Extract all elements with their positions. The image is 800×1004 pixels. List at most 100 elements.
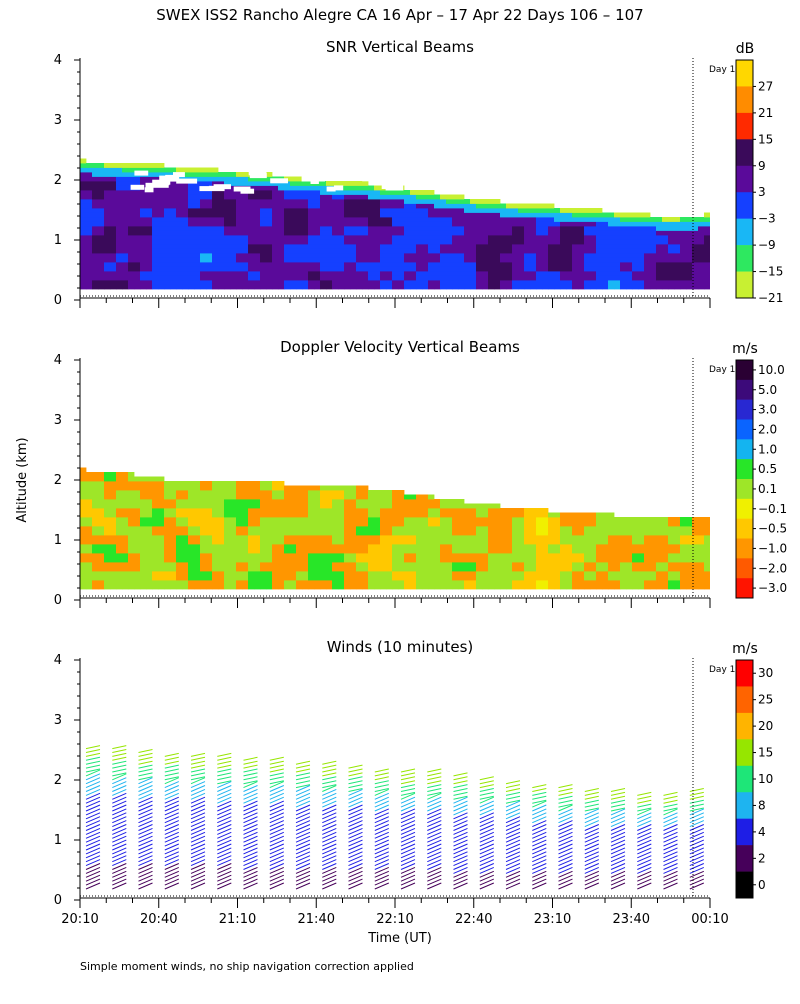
heat-cell bbox=[104, 477, 110, 482]
heat-cell bbox=[140, 526, 146, 531]
heat-cell bbox=[320, 585, 326, 590]
heat-cell bbox=[632, 567, 638, 572]
heat-cell bbox=[650, 535, 656, 540]
heat-cell bbox=[224, 267, 230, 272]
heat-cell bbox=[494, 285, 500, 290]
heat-cell bbox=[116, 231, 122, 236]
heat-cell bbox=[80, 580, 86, 585]
heat-cell bbox=[632, 517, 638, 522]
heat-cell bbox=[494, 580, 500, 585]
heat-cell bbox=[272, 540, 278, 545]
heat-cell bbox=[266, 508, 272, 513]
heat-cell bbox=[488, 226, 494, 231]
heat-cell bbox=[224, 558, 230, 563]
heat-cell bbox=[566, 271, 572, 276]
heat-cell bbox=[584, 271, 590, 276]
heat-cell bbox=[578, 240, 584, 245]
heat-cell bbox=[344, 567, 350, 572]
heat-cell bbox=[608, 540, 614, 545]
wind-barb bbox=[112, 769, 126, 772]
heat-cell bbox=[110, 276, 116, 281]
heat-cell bbox=[650, 249, 656, 254]
heat-cell bbox=[644, 285, 650, 290]
heat-cell bbox=[656, 285, 662, 290]
heat-cell bbox=[344, 222, 350, 227]
heat-cell bbox=[662, 240, 668, 245]
heat-cell bbox=[386, 226, 392, 231]
heat-cell bbox=[596, 526, 602, 531]
heat-cell bbox=[254, 262, 260, 267]
heat-cell bbox=[482, 531, 488, 536]
heat-cell bbox=[200, 508, 206, 513]
heat-cell bbox=[404, 244, 410, 249]
heat-cell bbox=[560, 567, 566, 572]
heat-cell bbox=[80, 217, 86, 222]
heat-cell bbox=[488, 571, 494, 576]
heat-cell bbox=[386, 504, 392, 509]
heat-cell bbox=[488, 562, 494, 567]
heat-cell bbox=[578, 544, 584, 549]
heat-cell bbox=[572, 231, 578, 236]
heat-cell bbox=[398, 253, 404, 258]
heat-cell bbox=[548, 222, 554, 227]
heat-cell bbox=[620, 580, 626, 585]
heat-cell bbox=[644, 222, 650, 227]
heat-cell bbox=[632, 531, 638, 536]
heat-cell bbox=[278, 222, 284, 227]
heat-cell bbox=[614, 222, 620, 227]
heat-cell bbox=[290, 499, 296, 504]
heat-cell bbox=[614, 280, 620, 285]
heat-cell bbox=[260, 486, 266, 491]
heat-cell bbox=[128, 495, 134, 500]
heat-cell bbox=[140, 477, 146, 482]
heat-cell bbox=[548, 271, 554, 276]
heat-cell bbox=[272, 208, 278, 213]
heat-cell bbox=[110, 486, 116, 491]
heat-cell bbox=[452, 571, 458, 576]
heat-cell bbox=[638, 253, 644, 258]
heat-cell bbox=[434, 258, 440, 263]
heat-cell bbox=[158, 508, 164, 513]
heat-cell bbox=[182, 481, 188, 486]
heat-cell bbox=[266, 271, 272, 276]
heat-cell bbox=[152, 477, 158, 482]
heat-cell bbox=[392, 558, 398, 563]
heat-cell bbox=[278, 535, 284, 540]
heat-cell bbox=[86, 163, 92, 168]
heat-cell bbox=[80, 558, 86, 563]
heat-cell bbox=[338, 190, 344, 195]
heat-cell bbox=[518, 576, 524, 581]
heat-cell bbox=[356, 267, 362, 272]
heat-cell bbox=[542, 280, 548, 285]
heat-cell bbox=[296, 204, 302, 209]
heat-cell bbox=[338, 280, 344, 285]
heat-cell bbox=[506, 235, 512, 240]
heat-cell bbox=[494, 240, 500, 245]
heat-cell bbox=[590, 513, 596, 518]
heat-cell bbox=[212, 549, 218, 554]
heat-cell bbox=[614, 217, 620, 222]
heat-cell bbox=[422, 540, 428, 545]
heat-cell bbox=[284, 186, 290, 191]
heat-cell bbox=[86, 571, 92, 576]
heat-cell bbox=[332, 517, 338, 522]
heat-cell bbox=[434, 567, 440, 572]
heat-cell bbox=[248, 217, 254, 222]
heat-cell bbox=[140, 531, 146, 536]
heat-cell bbox=[620, 231, 626, 236]
heat-cell bbox=[152, 576, 158, 581]
heat-cell bbox=[398, 513, 404, 518]
heat-cell bbox=[602, 526, 608, 531]
heat-cell bbox=[194, 517, 200, 522]
heat-cell bbox=[188, 486, 194, 491]
heat-cell bbox=[368, 186, 374, 191]
heat-cell bbox=[272, 486, 278, 491]
heat-cell bbox=[506, 240, 512, 245]
heat-cell bbox=[608, 285, 614, 290]
heat-cell bbox=[578, 571, 584, 576]
heat-cell bbox=[92, 571, 98, 576]
heat-cell bbox=[164, 526, 170, 531]
heat-cell bbox=[578, 235, 584, 240]
heat-cell bbox=[80, 522, 86, 527]
heat-cell bbox=[680, 217, 686, 222]
